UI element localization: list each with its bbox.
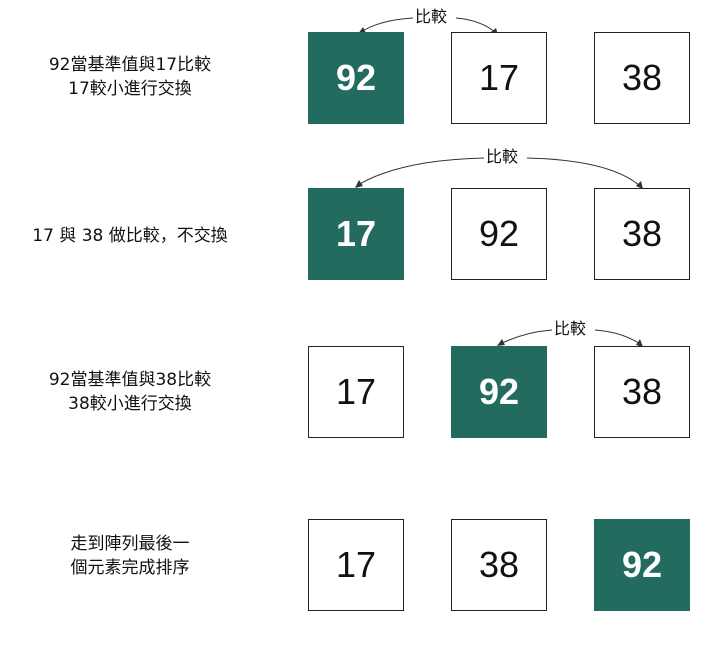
step-4-box-1: 17 <box>308 519 404 611</box>
step-1-box-1: 92 <box>308 32 404 124</box>
step-3-box-3: 38 <box>594 346 690 438</box>
step-1-description: 92當基準值與17比較 17較小進行交換 <box>0 53 260 101</box>
step-1-description-line-1: 92當基準值與17比較 <box>48 55 212 75</box>
step-3-box-1: 17 <box>308 346 404 438</box>
step-4-box-2: 38 <box>451 519 547 611</box>
step-3-description: 92當基準值與38比較 38較小進行交換 <box>0 368 260 416</box>
step-3-box-2: 92 <box>451 346 547 438</box>
step-1-compare-label: 比較 <box>413 7 450 26</box>
step-1-box-2: 17 <box>451 32 547 124</box>
step-2-description: 17 與 38 做比較，不交換 <box>0 224 260 248</box>
step-3-description-line-1: 92當基準值與38比較 <box>48 370 212 390</box>
step-2-compare-label: 比較 <box>484 147 521 166</box>
step-2-description-line-1: 17 與 38 做比較，不交換 <box>32 226 228 246</box>
step-4-box-3: 92 <box>594 519 690 611</box>
step-3-compare-label: 比較 <box>552 319 589 338</box>
step-2-compare-arrow <box>355 157 643 189</box>
step-1-box-3: 38 <box>594 32 690 124</box>
step-3-compare-arrow <box>497 329 643 347</box>
step-2-box-3: 38 <box>594 188 690 280</box>
step-2-box-2: 92 <box>451 188 547 280</box>
step-1-description-line-2: 17較小進行交換 <box>68 79 192 99</box>
step-4-description-line-2: 個元素完成排序 <box>70 558 190 578</box>
step-4-description-line-1: 走到陣列最後一 <box>70 534 190 554</box>
step-4-description: 走到陣列最後一 個元素完成排序 <box>0 532 260 580</box>
step-2-box-1: 17 <box>308 188 404 280</box>
step-3-description-line-2: 38較小進行交換 <box>68 394 192 414</box>
